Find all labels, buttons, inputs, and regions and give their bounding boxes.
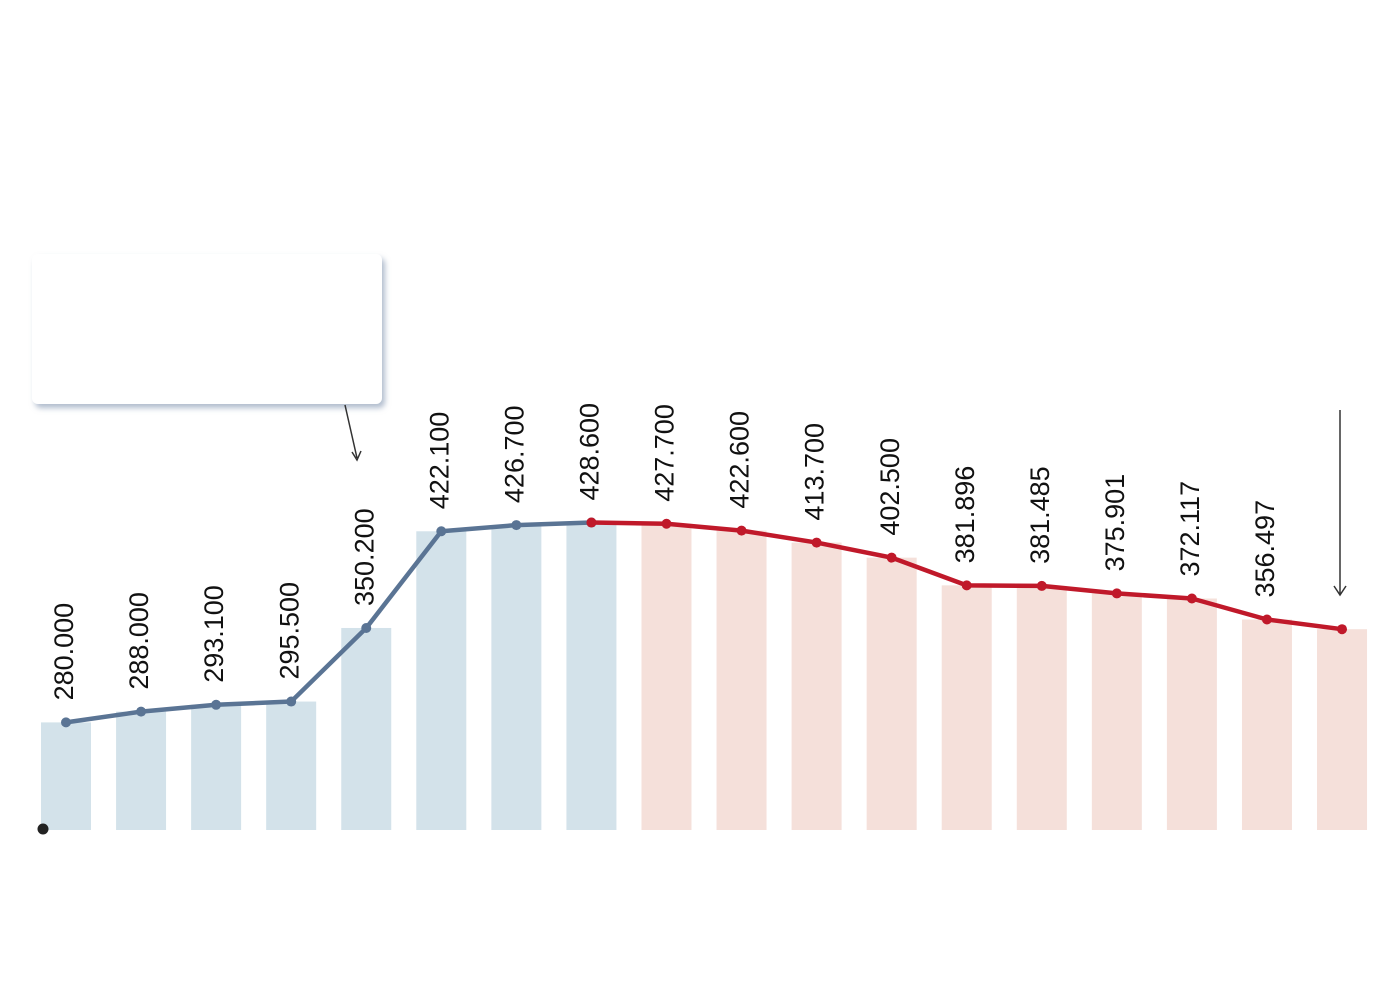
bar bbox=[716, 530, 767, 830]
bar bbox=[41, 722, 91, 830]
bar bbox=[941, 585, 992, 830]
point bbox=[136, 706, 147, 717]
point bbox=[1337, 624, 1348, 635]
bar bbox=[266, 701, 317, 830]
bar bbox=[1241, 619, 1292, 830]
point bbox=[436, 526, 447, 537]
value-label: 413.700 bbox=[800, 423, 830, 521]
value-label: 295.500 bbox=[274, 582, 304, 680]
point bbox=[661, 518, 672, 529]
value-label: 280.000 bbox=[49, 603, 79, 701]
bar bbox=[116, 711, 167, 830]
value-label: 293.100 bbox=[199, 585, 229, 683]
point bbox=[736, 525, 747, 536]
point bbox=[1036, 580, 1047, 591]
origin-dot bbox=[37, 823, 49, 835]
value-label: 375.901 bbox=[1100, 474, 1130, 572]
value-label: 288.000 bbox=[124, 592, 154, 690]
value-label: 402.500 bbox=[875, 438, 905, 536]
line bbox=[65, 520, 592, 725]
point bbox=[886, 552, 897, 563]
point bbox=[511, 520, 522, 531]
value-label: 350.200 bbox=[349, 508, 379, 606]
point bbox=[1261, 614, 1272, 625]
value-label: 381.896 bbox=[950, 466, 980, 564]
bar bbox=[341, 627, 392, 830]
point bbox=[286, 696, 297, 707]
point bbox=[961, 580, 972, 591]
value-label: 426.700 bbox=[499, 405, 529, 503]
bar bbox=[1016, 585, 1067, 830]
bar bbox=[1317, 629, 1368, 830]
bar bbox=[491, 525, 542, 830]
point bbox=[1186, 593, 1197, 604]
value-label: 422.600 bbox=[725, 411, 755, 509]
point bbox=[586, 517, 597, 528]
value-label: 356.497 bbox=[1250, 500, 1280, 598]
value-label: 428.600 bbox=[575, 403, 605, 501]
bar bbox=[1166, 598, 1217, 830]
point bbox=[811, 537, 822, 548]
annotation-box bbox=[32, 254, 382, 404]
bar bbox=[866, 557, 917, 830]
bar bbox=[641, 523, 692, 830]
point bbox=[61, 717, 71, 728]
point bbox=[211, 699, 222, 710]
bar bbox=[566, 522, 617, 830]
value-label: 381.485 bbox=[1025, 466, 1055, 564]
value-label: 427.700 bbox=[650, 404, 680, 502]
annotation-arrow bbox=[1333, 410, 1347, 597]
bar bbox=[416, 531, 467, 830]
point bbox=[1111, 588, 1122, 599]
point bbox=[361, 622, 372, 633]
plot: 280.000 288.000 293.100 295.500 350.200 422.1… bbox=[41, 403, 1368, 830]
bar bbox=[191, 704, 242, 830]
annotation-arrow bbox=[344, 404, 362, 462]
bar bbox=[791, 542, 842, 830]
value-label: 422.100 bbox=[424, 412, 454, 510]
bar bbox=[1091, 593, 1142, 830]
value-label: 372.117 bbox=[1175, 481, 1205, 577]
